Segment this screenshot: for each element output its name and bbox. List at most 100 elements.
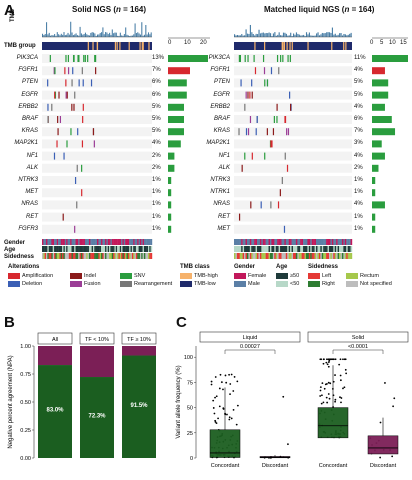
gene-percent: 1% (152, 225, 161, 232)
sidedness-cell (119, 253, 122, 259)
alteration-mark (83, 55, 85, 62)
gender-cell (48, 239, 51, 245)
gender-cell (126, 239, 129, 245)
tmb-bar (321, 32, 323, 37)
sidedness-cell (43, 253, 45, 259)
tmb-high-mark (139, 42, 141, 50)
sidedness-cell (314, 253, 317, 259)
tmb-bar (267, 33, 269, 37)
alteration-mark (81, 189, 83, 197)
frequency-bar (168, 55, 208, 62)
age-cell (137, 246, 139, 252)
b-y-tick-label: 0.75 (20, 372, 31, 378)
sidedness-cell (64, 253, 67, 259)
c-group-label: Concordant (211, 463, 240, 469)
tmb-bar (99, 33, 101, 37)
alteration-mark (279, 189, 281, 197)
sidedness-cell (46, 253, 48, 259)
frequency-bar (372, 177, 376, 184)
alteration-mark (271, 140, 273, 148)
sidedness-cell (129, 253, 131, 259)
gender-cell (269, 239, 272, 245)
sidedness-cell (346, 253, 348, 259)
age-cell (301, 246, 304, 252)
tmb-bar (62, 34, 64, 37)
frequency-bar (168, 152, 175, 160)
tmb-high-mark (96, 42, 98, 50)
legend-right: Right (308, 280, 335, 288)
b-facet-strip (79, 332, 115, 345)
legend-side-title: Sidedness (308, 264, 339, 270)
sidedness-cell (261, 253, 263, 259)
tmb-bar (105, 32, 107, 37)
legend-deletion: Deletion (8, 280, 42, 288)
tmb-bar (109, 32, 111, 37)
age-cell (259, 246, 262, 252)
tmb-high-mark (331, 42, 333, 50)
alteration-mark (74, 91, 76, 99)
gender-cell (252, 239, 255, 245)
c-data-point (229, 393, 231, 395)
legend-gender-title: Gender (234, 264, 256, 270)
c-data-point (220, 381, 223, 384)
age-cell (255, 246, 258, 252)
gender-cell (98, 239, 100, 245)
gender-cell (60, 239, 63, 245)
age-cell (327, 246, 330, 252)
gender-cell (84, 239, 87, 245)
age-cell (295, 246, 298, 252)
gender-cell (59, 239, 61, 245)
gene-label-fgfr3: FGFR3 (18, 225, 38, 232)
age-cell (123, 246, 126, 252)
age-cell (336, 246, 338, 252)
left-axis-tick-1: 10 (184, 40, 191, 46)
alteration-mark (264, 79, 266, 87)
tmb-bar (305, 32, 308, 37)
gene-row-bg (42, 212, 152, 222)
age-cell (106, 246, 108, 252)
sidedness-cell (331, 253, 334, 259)
legend-tmb-high: TMB-high (180, 272, 218, 280)
track-label-gender: Gender (4, 240, 26, 246)
c-y-tick-label: 50 (187, 406, 193, 412)
gender-cell (114, 239, 116, 245)
tmb-bar (336, 35, 338, 37)
tmb-high-mark (345, 42, 347, 50)
sidedness-cell (248, 253, 251, 259)
sidedness-cell (277, 253, 279, 259)
c-y-axis-label: Variant allele frequency (%) (176, 365, 182, 438)
gene-row-bg (42, 200, 152, 210)
gender-cell (92, 239, 95, 245)
tmb-bar (114, 32, 116, 37)
sidedness-cell (294, 253, 297, 259)
gene-row-bg (234, 212, 352, 222)
gender-cell (343, 239, 346, 245)
tmb-bar (298, 34, 300, 37)
age-cell (317, 246, 320, 252)
tmb-bar (123, 34, 125, 37)
gene-percent: 3% (354, 140, 363, 147)
legend-tmb-title: TMB class (180, 264, 210, 270)
sidedness-cell (349, 253, 351, 259)
age-cell (316, 246, 318, 252)
alteration-mark (289, 55, 291, 62)
gender-cell (331, 239, 334, 245)
age-cell (117, 246, 119, 252)
gender-cell (242, 239, 245, 245)
age-cell (94, 246, 96, 252)
gender-cell (297, 239, 299, 245)
gene-row-bg (234, 90, 352, 100)
sidedness-cell (54, 253, 56, 259)
tmb-bar (265, 32, 267, 37)
age-cell (340, 246, 343, 252)
c-data-point (219, 373, 222, 376)
gender-cell (64, 239, 67, 245)
age-cell (119, 246, 122, 252)
alteration-mark (244, 152, 246, 160)
age-cell (297, 246, 299, 252)
gender-cell (63, 239, 66, 245)
gene-percent: 7% (152, 67, 161, 74)
tmb-bar (234, 34, 236, 37)
tmb-bar (90, 32, 92, 37)
alteration-mark (70, 128, 72, 136)
